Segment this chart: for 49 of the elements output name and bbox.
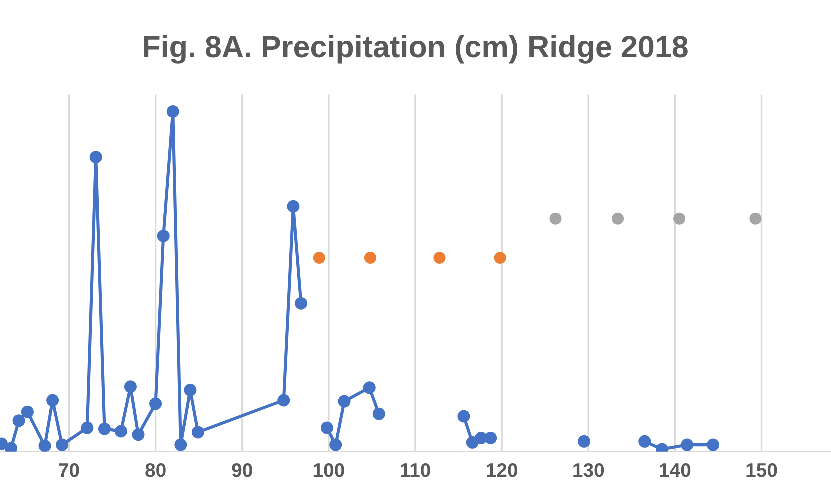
point bbox=[98, 422, 111, 436]
point bbox=[124, 380, 137, 394]
point bbox=[287, 200, 300, 213]
point bbox=[363, 382, 376, 394]
point bbox=[638, 435, 652, 448]
point bbox=[114, 425, 128, 438]
point bbox=[330, 438, 342, 452]
point bbox=[674, 212, 686, 225]
point bbox=[184, 384, 197, 397]
point bbox=[750, 212, 762, 225]
point bbox=[90, 151, 102, 164]
point bbox=[364, 252, 376, 264]
x-tick-label: 80 bbox=[146, 463, 166, 478]
point bbox=[494, 252, 506, 264]
point bbox=[578, 435, 591, 448]
point bbox=[166, 105, 180, 118]
point bbox=[12, 414, 26, 428]
x-tick-label: 150 bbox=[746, 463, 778, 478]
point bbox=[313, 252, 326, 264]
x-tick-label: 110 bbox=[401, 463, 430, 478]
point bbox=[458, 410, 470, 423]
point bbox=[707, 438, 720, 452]
x-tick-label: 100 bbox=[314, 463, 344, 478]
point bbox=[681, 438, 694, 452]
x-tick-label: 130 bbox=[574, 463, 604, 478]
point bbox=[192, 426, 204, 439]
point bbox=[294, 297, 308, 310]
x-tick-label: 140 bbox=[660, 463, 691, 478]
point bbox=[372, 408, 386, 420]
point bbox=[434, 252, 446, 264]
point bbox=[174, 438, 188, 452]
point bbox=[338, 395, 351, 408]
x-tick-label: 90 bbox=[232, 463, 252, 478]
point bbox=[484, 432, 498, 444]
point bbox=[132, 428, 145, 442]
chart-title: Fig. 8A. Precipitation (cm) Ridge 2018 bbox=[144, 35, 688, 64]
point bbox=[56, 438, 69, 452]
point bbox=[157, 230, 170, 242]
point bbox=[81, 422, 94, 434]
point bbox=[612, 212, 624, 225]
point bbox=[21, 406, 34, 418]
x-tick-label: 70 bbox=[59, 463, 80, 478]
point bbox=[550, 212, 562, 225]
point bbox=[150, 398, 162, 410]
point bbox=[320, 422, 334, 434]
point bbox=[46, 394, 60, 407]
point bbox=[38, 440, 52, 452]
point bbox=[278, 394, 290, 407]
x-tick-label: 120 bbox=[487, 463, 518, 478]
